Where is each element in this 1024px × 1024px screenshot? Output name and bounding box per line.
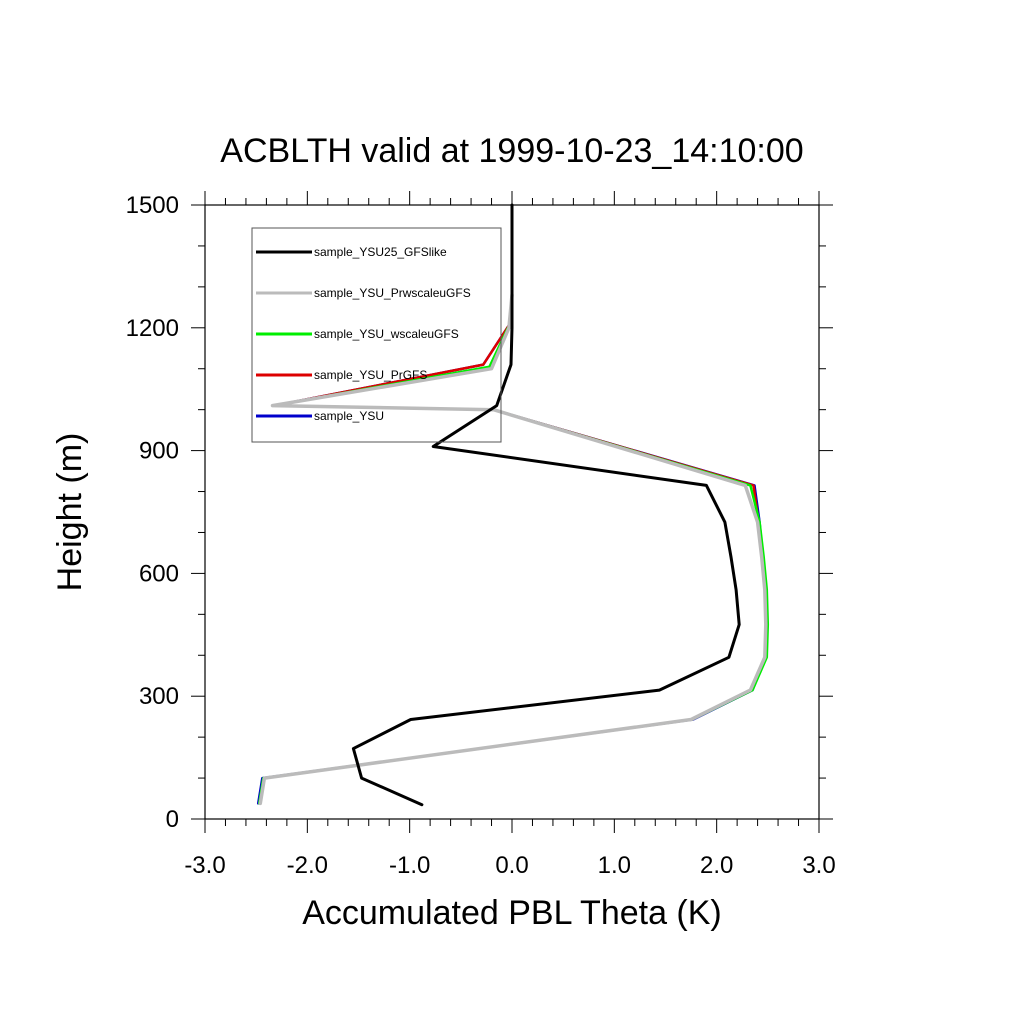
y-tick-label: 900 [139, 438, 179, 465]
y-axis-title: Height (m) [51, 433, 89, 592]
x-tick-label: 1.0 [598, 852, 631, 879]
series-line [351, 203, 741, 807]
legend-label: sample_YSU25_GFSlike [314, 245, 447, 259]
x-tick-label: -2.0 [287, 852, 328, 879]
axis-ticks [191, 191, 833, 833]
legend: sample_YSU25_GFSlike sample_YSU_Prwscaleu… [251, 227, 502, 443]
x-tick-label: 3.0 [802, 852, 835, 879]
chart-title: ACBLTH valid at 1999-10-23_14:10:00 [220, 132, 803, 170]
x-tick-label: -3.0 [184, 852, 225, 879]
x-tick-label: 0.0 [495, 852, 528, 879]
legend-box [251, 227, 502, 443]
legend-label: sample_YSU_PrGFS [314, 368, 427, 382]
legend-label: sample_YSU_wscaleuGFS [314, 327, 459, 341]
legend-label: sample_YSU [314, 409, 384, 423]
y-tick-label: 1200 [126, 315, 179, 342]
x-axis-title: Accumulated PBL Theta (K) [302, 894, 722, 932]
series-line [258, 293, 768, 806]
plot-frame [204, 204, 820, 820]
y-tick-label: 600 [139, 560, 179, 587]
x-tick-label: -1.0 [389, 852, 430, 879]
y-tick-label: 300 [139, 683, 179, 710]
y-tick-label: 0 [166, 806, 179, 833]
series-layer [256, 203, 770, 807]
legend-label: sample_YSU_PrwscaleuGFS [314, 286, 471, 300]
x-tick-label: 2.0 [700, 852, 733, 879]
axis-tick-labels: -3.0 -2.0 -1.0 0.0 1.0 2.0 3.0 0 300 600 900 1200 15… [126, 192, 836, 879]
y-tick-label: 1500 [126, 192, 179, 219]
